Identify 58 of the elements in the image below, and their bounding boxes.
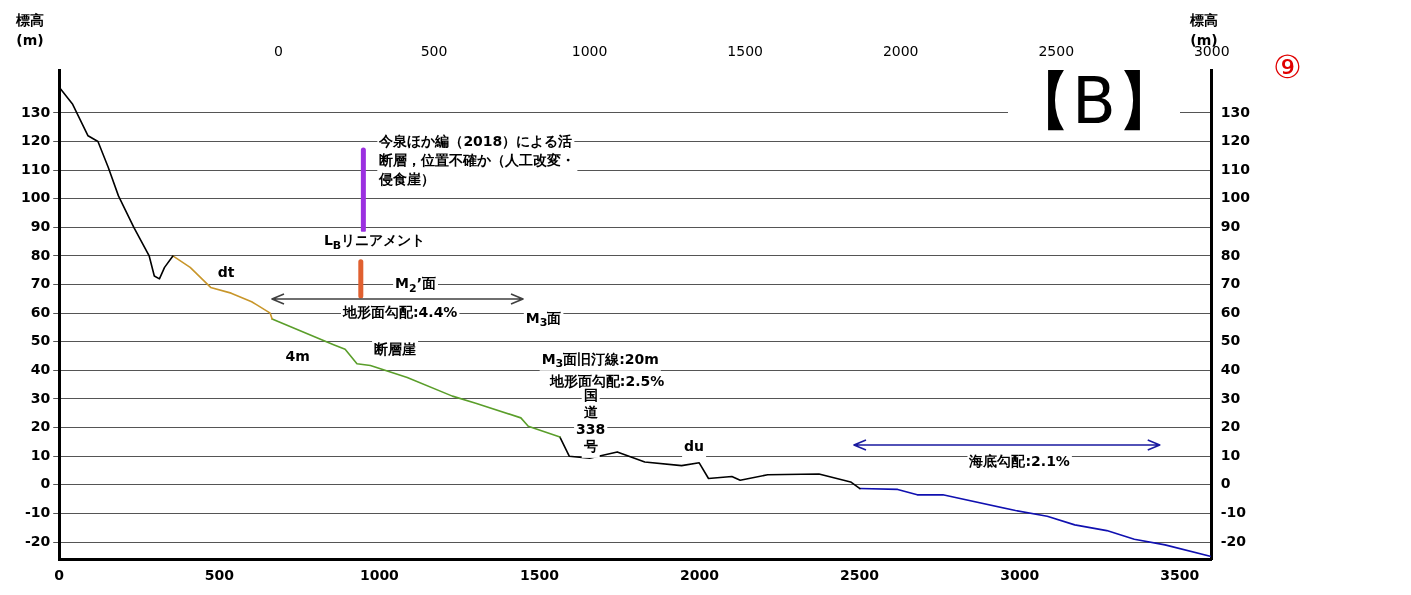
y-tick-label: -10 (24, 504, 51, 521)
annotation: 今泉ほか編（2018）による活断層，位置不確か（人工改変・侵食崖） (378, 133, 576, 188)
x-tick-label: 3500 (1160, 567, 1200, 584)
y2-tick-label: -20 (1220, 532, 1247, 549)
annotation: 地形面勾配:2.5% (548, 373, 665, 390)
y2-tick-label: 30 (1220, 389, 1241, 406)
y-tick-label: 70 (30, 275, 51, 292)
y2-tick-label: 50 (1220, 332, 1241, 349)
y2-tick-label: 20 (1220, 418, 1241, 435)
annotation: 4m (285, 348, 310, 365)
x2-tick-label: 2500 (1038, 43, 1075, 60)
x2-tick-label: 2000 (882, 43, 919, 60)
x-tick-label: 2500 (840, 567, 880, 584)
x-tick-label: 0 (54, 567, 65, 584)
x2-tick-label: 1500 (727, 43, 763, 60)
y-tick-label: -20 (24, 532, 51, 549)
y2-tick-label: 110 (1220, 160, 1251, 177)
text: ⑨ (1273, 48, 1302, 86)
chart-title: 【B】 (1008, 63, 1180, 139)
x-tick-label: 1500 (519, 567, 560, 584)
y-tick-label: 80 (30, 246, 51, 263)
y-tick-label: 30 (30, 389, 51, 406)
annotation: 地形面勾配:4.4% (341, 303, 458, 320)
y-tick-label: 10 (30, 446, 51, 463)
x2-tick-label: 0 (274, 43, 283, 60)
y2-tick-label: 0 (1220, 475, 1231, 492)
y2-tick-label: 100 (1220, 189, 1251, 206)
y2-tick-label: 130 (1220, 103, 1251, 120)
x2-tick-label: 500 (420, 43, 448, 60)
y-tick-label: 60 (30, 303, 51, 320)
x-tick-label: 3000 (1000, 567, 1040, 584)
y2-tick-label: 120 (1220, 132, 1251, 149)
y2-tick-label: 70 (1220, 275, 1241, 292)
y-tick-label: 40 (30, 361, 51, 378)
y-tick-label: 100 (20, 189, 51, 206)
x-tick-label: 2000 (680, 567, 720, 584)
y-tick-label: 20 (30, 418, 51, 435)
y-tick-label: 90 (30, 217, 51, 234)
y-tick-label: 50 (30, 332, 51, 349)
annotation: du (684, 438, 705, 455)
annotation: 海底勾配:2.1% (968, 452, 1070, 469)
annotation: 国道338号 (576, 387, 606, 455)
x2-tick-label: 1000 (571, 43, 608, 60)
x-tick-label: 500 (204, 567, 235, 584)
y2-tick-label: -10 (1220, 504, 1247, 521)
y-tick-label: 0 (40, 475, 51, 492)
y2-tick-label: 60 (1220, 303, 1241, 320)
y-tick-label: 120 (20, 132, 51, 149)
y2-tick-label: 40 (1220, 361, 1241, 378)
x-tick-label: 1000 (359, 567, 400, 584)
y2-tick-label: 10 (1220, 446, 1241, 463)
annotation: 断層崖 (374, 341, 417, 357)
y2-tick-label: 90 (1220, 217, 1241, 234)
y-tick-label: 130 (20, 103, 51, 120)
annotation: dt (217, 263, 235, 280)
y-axis-title: 標高 (m) (16, 11, 44, 50)
y2-tick-label: 80 (1220, 246, 1241, 263)
y-tick-label: 110 (20, 160, 51, 177)
